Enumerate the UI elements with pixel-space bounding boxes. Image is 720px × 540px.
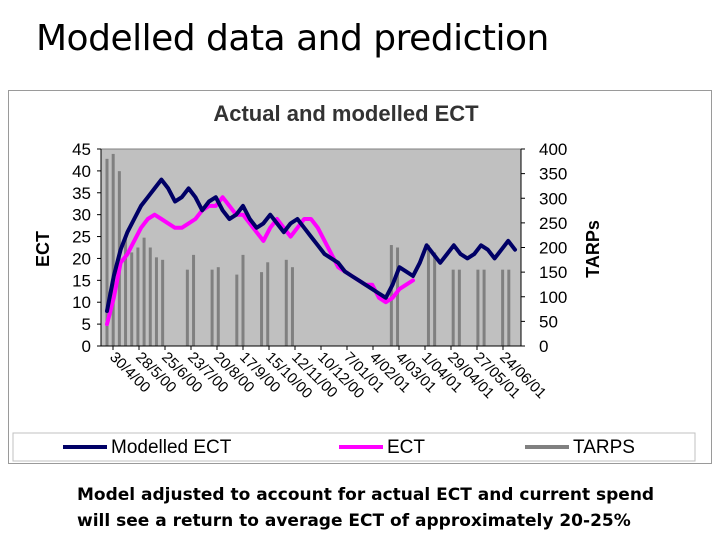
tarps-bar xyxy=(192,254,196,346)
tarps-bar xyxy=(235,274,239,346)
legend-label: Modelled ECT xyxy=(111,437,232,458)
tarps-bar xyxy=(426,245,430,346)
modelled-ect-series-line xyxy=(105,177,517,313)
tarps-bar xyxy=(266,262,270,346)
y-tick-label: 40 xyxy=(72,162,91,181)
chart-frame: Actual and modelled ECT 0 5 10 15 20 25 30 35 40… xyxy=(8,90,712,464)
y-tick-label: 15 xyxy=(72,271,91,290)
y2-tick-label: 200 xyxy=(539,239,567,258)
caption: Model adjusted to account for actual ECT… xyxy=(77,482,654,534)
y2-tick-label: 350 xyxy=(539,165,567,184)
chart-title: Actual and modelled ECT xyxy=(213,101,479,126)
y2-tick-label: 400 xyxy=(539,140,567,159)
y-axis-label: ECT xyxy=(33,231,53,267)
tarps-bar xyxy=(389,245,393,346)
tarps-bar xyxy=(433,252,437,346)
legend: Modelled ECT ECT TARPS xyxy=(63,437,635,458)
tarps-bar xyxy=(507,269,511,346)
y2-tick-label: 250 xyxy=(539,214,567,233)
tarps-bar xyxy=(130,252,134,346)
tarps-bar xyxy=(136,247,140,346)
y2-axis-label: TARPs xyxy=(583,220,603,278)
tarps-bar xyxy=(154,257,158,346)
legend-label: ECT xyxy=(387,437,425,458)
caption-line-2: will see a return to average ECT of appr… xyxy=(77,511,631,531)
tarps-bar xyxy=(241,254,245,346)
y-tick-label: 45 xyxy=(72,140,91,159)
tarps-bar xyxy=(142,237,146,346)
tarps-bar xyxy=(124,237,128,346)
tarps-bar xyxy=(284,259,288,346)
tarps-bar xyxy=(501,269,505,346)
ect-lines xyxy=(105,177,517,327)
tarps-bar xyxy=(185,269,189,346)
y-tick-label: 35 xyxy=(72,184,91,203)
y2-tick-label: 150 xyxy=(539,263,567,282)
slide-title: Modelled data and prediction xyxy=(36,18,549,59)
y-tick-label: 5 xyxy=(82,315,91,334)
tarps-bar xyxy=(148,247,152,346)
tarps-bar xyxy=(457,269,461,346)
tarps-bar xyxy=(216,267,220,346)
tarps-bar xyxy=(482,269,486,346)
y-tick-label: 0 xyxy=(82,337,91,356)
legend-label: TARPS xyxy=(573,437,635,458)
y2-tick-label: 50 xyxy=(539,312,558,331)
y2-tick-label: 0 xyxy=(539,337,548,356)
y-tick-label: 10 xyxy=(72,293,91,312)
tarps-bar xyxy=(396,247,400,346)
tarps-bar xyxy=(451,269,455,346)
tarps-bar xyxy=(105,158,109,346)
y2-tick-label: 300 xyxy=(539,189,567,208)
y-tick-label: 30 xyxy=(72,206,91,225)
tarps-bar xyxy=(210,269,214,346)
tarps-bar xyxy=(476,269,480,346)
tarps-bar xyxy=(260,272,264,346)
y-tick-label: 20 xyxy=(72,249,91,268)
y2-tick-label: 100 xyxy=(539,288,567,307)
caption-line-1: Model adjusted to account for actual ECT… xyxy=(77,485,655,505)
tarps-bar xyxy=(111,153,115,346)
tarps-bar xyxy=(161,259,165,346)
tarps-bar xyxy=(290,267,294,346)
y-tick-label: 25 xyxy=(72,228,91,247)
ect-chart: Actual and modelled ECT 0 5 10 15 20 25 30 35 40… xyxy=(12,101,696,462)
